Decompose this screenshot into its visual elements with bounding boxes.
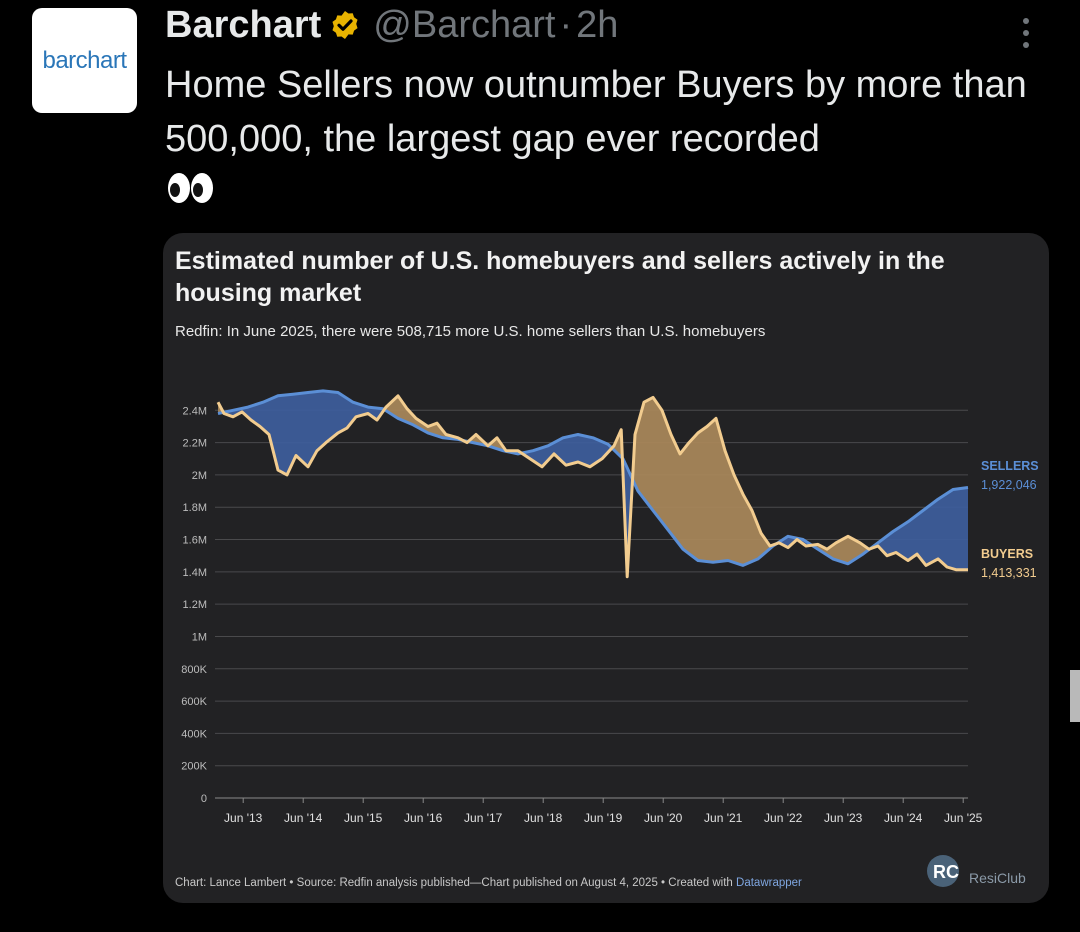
- resiclub-logo-icon: RC: [927, 855, 959, 887]
- eyes-emoji-icon: [168, 173, 213, 203]
- x-tick-label: Jun '17: [464, 811, 503, 825]
- sellers-gap-area: [224, 390, 385, 475]
- y-tick-label: 200K: [181, 761, 207, 773]
- y-tick-label: 2.4M: [183, 405, 207, 417]
- x-tick-label: Jun '22: [764, 811, 803, 825]
- chart-footer: Chart: Lance Lambert • Source: Redfin an…: [175, 877, 802, 889]
- y-tick-label: 2M: [192, 470, 207, 482]
- separator-dot: ·: [559, 3, 573, 46]
- chart-plot: 0 200K 400K 600K 800K 1M 1.2M 1.4M 1.6M 1.8M 2M 2.2…: [181, 389, 1039, 825]
- sellers-name-label: SELLERS: [981, 459, 1039, 473]
- sellers-gap-area: [870, 487, 968, 570]
- sellers-value-label: 1,922,046: [981, 478, 1037, 492]
- resiclub-logo-text: ResiClub: [969, 870, 1026, 886]
- x-tick-label: Jun '25: [944, 811, 983, 825]
- tweet-header: Barchart @Barchart · 2h: [165, 2, 618, 48]
- sellers-gap-area: [522, 434, 613, 467]
- dot: [1023, 30, 1029, 36]
- y-tick-label: 1.6M: [183, 535, 207, 547]
- y-tick-label: 1.8M: [183, 502, 207, 514]
- scrollbar-thumb[interactable]: [1070, 670, 1080, 722]
- x-tick-label: Jun '23: [824, 811, 863, 825]
- chart-card[interactable]: 0 200K 400K 600K 800K 1M 1.2M 1.4M 1.6M 1.8M 2M 2.2…: [163, 233, 1049, 903]
- y-tick-label: 2.2M: [183, 438, 207, 450]
- y-tick-label: 1M: [192, 631, 207, 643]
- y-tick-label: 400K: [181, 728, 207, 740]
- sellers-gap-area: [622, 458, 634, 577]
- dot: [1023, 18, 1029, 24]
- y-tick-label: 800K: [181, 664, 207, 676]
- tweet-text: Home Sellers now outnumber Buyers by mor…: [165, 64, 1027, 160]
- more-options-icon[interactable]: [1012, 14, 1040, 52]
- verified-badge-icon[interactable]: [329, 9, 361, 41]
- x-tick-label: Jun '20: [644, 811, 683, 825]
- x-tick-label: Jun '16: [404, 811, 443, 825]
- timestamp[interactable]: 2h: [576, 3, 619, 46]
- datawrapper-link[interactable]: Datawrapper: [736, 877, 802, 889]
- x-tick-label: Jun '18: [524, 811, 563, 825]
- y-tick-label: 600K: [181, 696, 207, 708]
- y-tick-label: 1.4M: [183, 567, 207, 579]
- svg-text:RC: RC: [933, 862, 959, 882]
- x-tick-label: Jun '24: [884, 811, 923, 825]
- buyers-gap-area: [468, 434, 523, 454]
- chart-subtitle: Redfin: In June 2025, there were 508,715…: [175, 323, 766, 340]
- footer-credit: Chart: Lance Lambert • Source: Redfin an…: [175, 877, 737, 889]
- avatar-logo-text: barchart: [42, 46, 127, 74]
- x-tick-label: Jun '14: [284, 811, 323, 825]
- dot: [1023, 42, 1029, 48]
- buyers-name-label: BUYERS: [981, 547, 1033, 561]
- buyers-gap-area: [633, 397, 778, 566]
- x-tick-label: Jun '19: [584, 811, 623, 825]
- y-tick-label: 0: [201, 793, 207, 805]
- display-name[interactable]: Barchart: [165, 3, 322, 46]
- buyers-line: [216, 394, 968, 579]
- x-tick-label: Jun '13: [224, 811, 263, 825]
- buyers-value-label: 1,413,331: [981, 566, 1037, 580]
- x-tick-label: Jun '21: [704, 811, 743, 825]
- handle[interactable]: @Barchart: [373, 3, 556, 46]
- avatar[interactable]: barchart: [32, 8, 137, 113]
- y-tick-label: 1.2M: [183, 599, 207, 611]
- x-tick-label: Jun '15: [344, 811, 383, 825]
- sellers-line: [217, 389, 969, 567]
- chart-title: Estimated number of U.S. homebuyers and …: [175, 247, 945, 307]
